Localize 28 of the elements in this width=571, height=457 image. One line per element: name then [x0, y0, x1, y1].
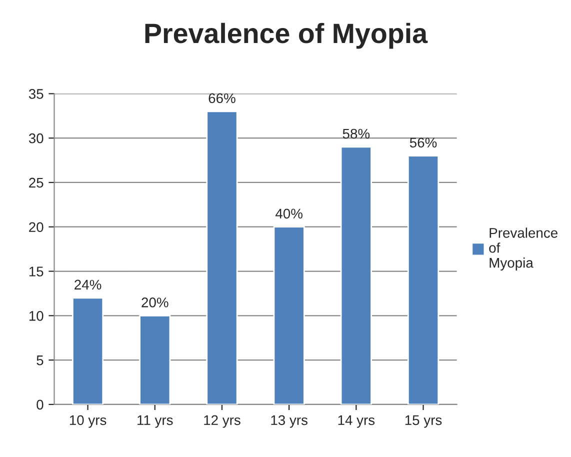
y-tick-label: 5 [36, 356, 44, 366]
bar [139, 314, 171, 404]
y-tick-label: 15 [29, 266, 44, 276]
chart-title: Prevalence of Myopia [145, 22, 428, 49]
y-tick-label: 10 [29, 310, 44, 321]
legend-label: Prevalence of Myopia [489, 228, 558, 270]
y-tick-label: 25 [29, 178, 44, 188]
x-tick-label: 13 yrs [271, 415, 308, 428]
bar [273, 226, 305, 404]
annotation: 24% [74, 280, 102, 290]
x-tick-label: 10 yrs [70, 415, 106, 428]
x-tick-label: 11 yrs [138, 415, 173, 428]
bar [72, 297, 104, 404]
y-tick-label: 0 [36, 400, 44, 410]
annotation: 40% [275, 208, 302, 219]
bar [407, 155, 440, 404]
y-tick-label: 20 [29, 222, 44, 232]
annotation: 20% [142, 298, 168, 308]
annotation: 56% [410, 138, 437, 148]
annotation: 66% [208, 93, 236, 104]
y-tick-label: 35 [28, 89, 44, 99]
annotation: 58% [342, 128, 370, 139]
x-tick-label: 12 yrs [204, 415, 240, 428]
bar [340, 146, 372, 404]
y-tick-label: 30 [28, 133, 44, 144]
x-tick-label: 14 yrs [338, 415, 375, 428]
x-tick-label: 15 yrs [405, 415, 442, 428]
bar [206, 110, 238, 404]
